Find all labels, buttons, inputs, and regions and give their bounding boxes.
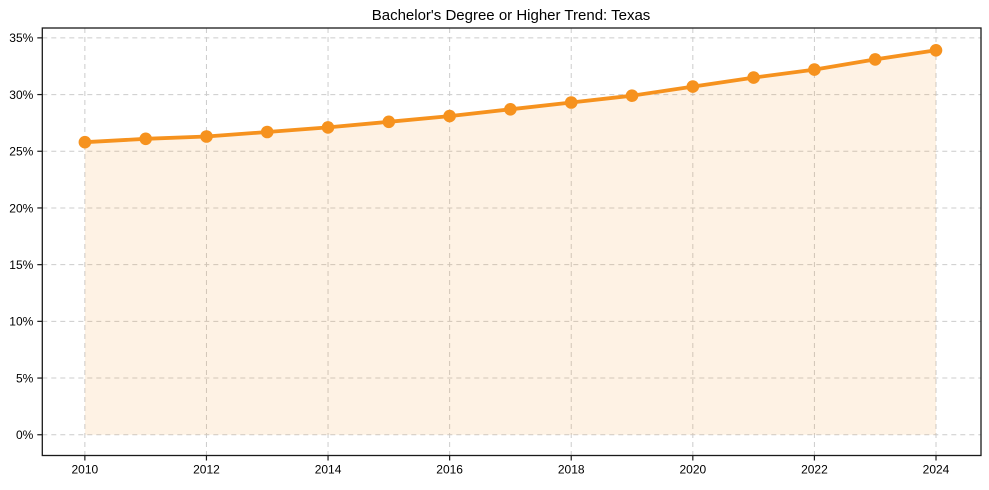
marker-layer <box>78 44 943 149</box>
y-tick-label: 10% <box>9 315 33 329</box>
x-tick-label: 2010 <box>72 463 99 477</box>
grid-layer <box>42 28 981 456</box>
data-point-marker <box>321 121 335 134</box>
axis-layer: 2010 2012 2014 2016 2018 2020 2022 2024 0% 5% 10% 1… <box>9 27 982 477</box>
x-tick-label: 2018 <box>558 463 585 477</box>
data-point-marker <box>747 71 760 84</box>
y-tick-label: 35% <box>9 31 33 45</box>
x-tick-label: 2020 <box>679 463 706 477</box>
x-tick-label: 2012 <box>193 463 220 477</box>
data-point-marker <box>200 130 213 143</box>
data-point-marker <box>260 125 274 139</box>
data-point-marker <box>929 44 943 57</box>
plot-border <box>41 27 982 457</box>
y-tick-label: 0% <box>16 428 34 442</box>
data-point-marker <box>78 135 92 149</box>
data-point-marker <box>625 89 639 102</box>
data-point-marker <box>564 96 578 109</box>
y-tick-label: 20% <box>9 201 33 215</box>
y-tick-label: 15% <box>9 258 33 272</box>
y-tick-label: 5% <box>16 371 34 385</box>
y-tick-label: 30% <box>9 88 33 102</box>
data-point-marker <box>504 103 517 116</box>
data-point-marker <box>868 53 882 66</box>
y-tick-label: 25% <box>9 145 33 159</box>
data-point-marker <box>443 109 456 123</box>
data-point-marker <box>382 115 396 129</box>
x-tick-label: 2014 <box>315 463 342 477</box>
area-fill <box>84 50 936 435</box>
chart-title: Bachelor's Degree or Higher Trend: Texas <box>372 7 651 24</box>
area-layer <box>84 50 936 435</box>
x-tick-label: 2022 <box>801 463 828 477</box>
x-tick-label: 2016 <box>436 463 463 477</box>
data-point-marker <box>808 63 821 76</box>
x-tick-label: 2024 <box>923 463 950 477</box>
data-point-marker <box>686 80 700 93</box>
data-point-marker <box>139 132 152 146</box>
